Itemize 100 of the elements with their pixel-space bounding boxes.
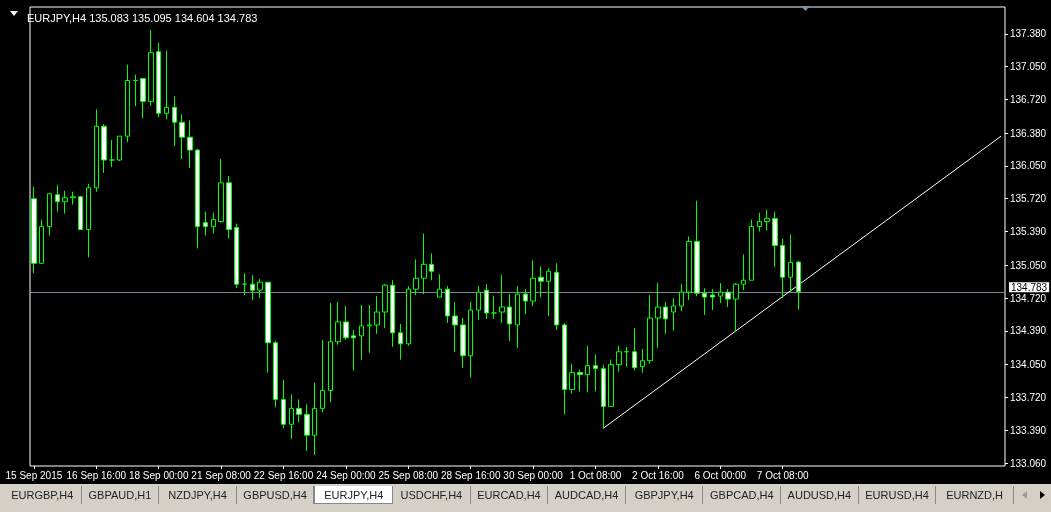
x-tick-label: 1 Oct 08:00 [569, 469, 622, 481]
candlestick [437, 273, 442, 298]
candlestick [663, 301, 668, 335]
candlestick [179, 113, 185, 160]
candlestick [187, 119, 193, 169]
candlestick [133, 74, 138, 107]
candlestick [70, 191, 76, 206]
x-tick-label: 22 Sep 16:00 [253, 469, 314, 481]
y-tick-label: 134.050 [1010, 359, 1047, 371]
candlestick [250, 274, 255, 301]
candlestick [406, 285, 411, 347]
text: USDCHF,H4 [393, 486, 471, 504]
candlestick [86, 183, 91, 258]
candlestick [655, 282, 661, 349]
x-tick-label: 21 Sep 08:00 [191, 469, 252, 481]
text: GBPUSD,H4 [236, 486, 315, 504]
candlestick [530, 259, 536, 307]
candlestick [413, 258, 419, 296]
candlestick [47, 192, 52, 237]
candlestick [608, 359, 614, 407]
candlestick [569, 363, 575, 394]
text: NZDJPY,H4 [159, 486, 237, 504]
candlestick [367, 304, 372, 354]
candlestick [507, 293, 512, 342]
candlestick [445, 285, 450, 324]
text: GBPJPY,H4 [625, 486, 704, 504]
candlestick [125, 64, 130, 143]
text: EURGBP,H4 [4, 486, 82, 504]
candlestick [320, 339, 325, 413]
y-tick-label: 133.720 [1010, 391, 1047, 403]
y-tick-label: 134.720 [1010, 292, 1047, 304]
x-tick-label: 2 Oct 16:00 [632, 469, 685, 481]
candlestick [788, 234, 793, 293]
x-tick-label: 7 Oct 08:00 [756, 469, 809, 481]
candlestick [421, 233, 427, 295]
candlestick [686, 236, 692, 301]
candlestick [109, 139, 115, 168]
candlestick [164, 50, 169, 120]
candlestick [281, 379, 286, 429]
text: EURJPY,H4 [314, 486, 394, 504]
y-tick-label: 136.720 [1010, 93, 1047, 105]
candlestick [429, 252, 434, 281]
candlestick [390, 279, 395, 348]
x-tick-label: 28 Sep 16:00 [440, 469, 501, 481]
candlestick [671, 297, 676, 332]
x-tick-label: 18 Sep 00:00 [128, 469, 189, 481]
candlestick [718, 282, 723, 304]
candlestick [374, 295, 380, 335]
candlestick [156, 42, 161, 118]
candlestick [211, 212, 216, 235]
x-tick-label: 25 Sep 08:00 [378, 469, 439, 481]
candlestick [203, 211, 208, 237]
candlestick [772, 211, 778, 268]
candlestick [460, 317, 466, 369]
candlestick [312, 382, 317, 456]
candlestick [78, 195, 83, 231]
candlestick [296, 398, 302, 423]
y-tick-label: 135.050 [1010, 259, 1047, 271]
candlestick [491, 295, 497, 320]
y-tick-label: 134.390 [1010, 325, 1047, 337]
candlestick [796, 260, 801, 311]
candlestick [265, 281, 271, 374]
candlestick [304, 403, 310, 452]
candlestick [499, 274, 505, 324]
y-tick-label: 135.720 [1010, 193, 1047, 205]
candlestick [101, 123, 107, 174]
candlestick [679, 283, 684, 312]
candlestick [39, 219, 44, 264]
candlestick [647, 294, 653, 365]
candlestick [593, 354, 598, 392]
candlestick [764, 209, 770, 232]
candlestick [328, 302, 333, 403]
candlestick [289, 393, 294, 440]
candlestick [468, 301, 473, 379]
text: AUDUSD,H4 [781, 486, 859, 504]
candlestick [218, 158, 224, 224]
candlestick [562, 322, 567, 415]
candlestick [226, 175, 232, 239]
candlestick [94, 108, 99, 193]
candlestick [538, 265, 544, 298]
candlestick [117, 135, 122, 162]
y-tick-label: 136.050 [1010, 160, 1047, 172]
candlestick [780, 237, 785, 299]
candlestick [725, 288, 731, 308]
candlestick [398, 323, 403, 361]
candlestick [694, 200, 700, 297]
candlestick [452, 301, 458, 353]
candlestick [515, 285, 520, 349]
candlestick [62, 190, 68, 215]
candlestick [55, 184, 60, 213]
candlestick [140, 78, 146, 119]
candlestick [335, 301, 341, 346]
candlestick [257, 278, 263, 299]
text: EURUSD,H4 [858, 486, 937, 504]
candlestick [172, 95, 177, 147]
y-tick-label: 133.390 [1010, 424, 1047, 436]
candlestick [234, 223, 239, 289]
y-tick-label: 137.050 [1010, 61, 1047, 73]
x-tick-label: 16 Sep 16:00 [66, 469, 127, 481]
y-tick-label: 136.380 [1010, 127, 1047, 139]
